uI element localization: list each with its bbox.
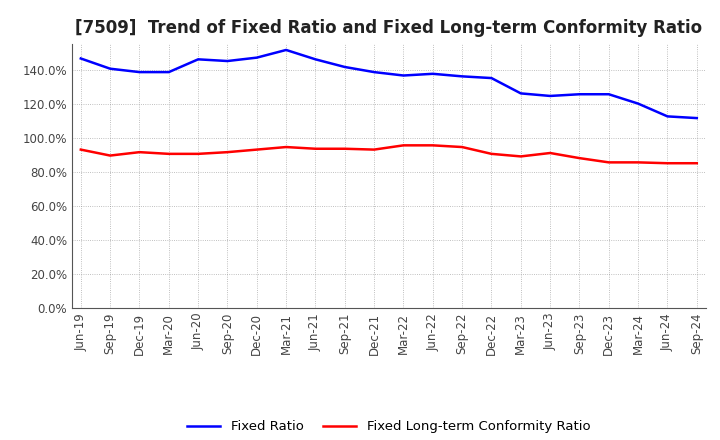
Fixed Ratio [605,92,613,97]
Fixed Long-term Conformity Ratio [135,150,144,155]
Fixed Ratio [428,71,437,77]
Fixed Ratio [253,55,261,60]
Fixed Long-term Conformity Ratio [223,150,232,155]
Fixed Ratio [487,75,496,81]
Fixed Ratio [164,70,173,75]
Fixed Long-term Conformity Ratio [516,154,525,159]
Fixed Long-term Conformity Ratio [428,143,437,148]
Title: [7509]  Trend of Fixed Ratio and Fixed Long-term Conformity Ratio: [7509] Trend of Fixed Ratio and Fixed Lo… [75,19,703,37]
Fixed Ratio [135,70,144,75]
Fixed Long-term Conformity Ratio [634,160,642,165]
Fixed Long-term Conformity Ratio [663,161,672,166]
Fixed Ratio [399,73,408,78]
Fixed Long-term Conformity Ratio [282,144,290,150]
Fixed Ratio [575,92,584,97]
Fixed Long-term Conformity Ratio [575,155,584,161]
Fixed Long-term Conformity Ratio [106,153,114,158]
Fixed Ratio [693,115,701,121]
Fixed Long-term Conformity Ratio [458,144,467,150]
Fixed Ratio [634,101,642,106]
Legend: Fixed Ratio, Fixed Long-term Conformity Ratio: Fixed Ratio, Fixed Long-term Conformity … [182,415,595,439]
Fixed Long-term Conformity Ratio [487,151,496,157]
Line: Fixed Long-term Conformity Ratio: Fixed Long-term Conformity Ratio [81,145,697,163]
Fixed Ratio [223,59,232,64]
Fixed Ratio [76,56,85,61]
Fixed Long-term Conformity Ratio [253,147,261,152]
Fixed Ratio [106,66,114,71]
Fixed Long-term Conformity Ratio [546,150,554,156]
Fixed Long-term Conformity Ratio [370,147,379,152]
Fixed Long-term Conformity Ratio [399,143,408,148]
Fixed Long-term Conformity Ratio [194,151,202,157]
Fixed Ratio [282,48,290,53]
Fixed Long-term Conformity Ratio [605,160,613,165]
Fixed Long-term Conformity Ratio [693,161,701,166]
Fixed Ratio [663,114,672,119]
Fixed Ratio [311,57,320,62]
Fixed Ratio [341,64,349,70]
Fixed Ratio [516,91,525,96]
Fixed Long-term Conformity Ratio [164,151,173,157]
Fixed Ratio [546,93,554,99]
Fixed Ratio [194,57,202,62]
Fixed Long-term Conformity Ratio [76,147,85,152]
Fixed Long-term Conformity Ratio [311,146,320,151]
Line: Fixed Ratio: Fixed Ratio [81,50,697,118]
Fixed Long-term Conformity Ratio [341,146,349,151]
Fixed Ratio [370,70,379,75]
Fixed Ratio [458,74,467,79]
